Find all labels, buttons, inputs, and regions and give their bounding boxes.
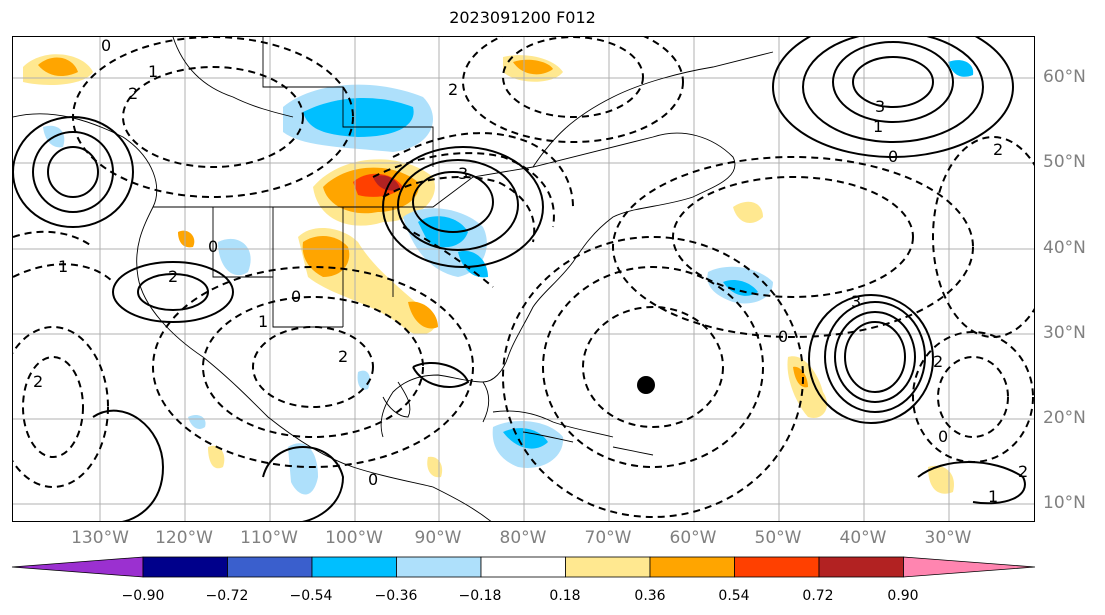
colorbar-segment <box>396 556 482 578</box>
lon-label: 110°W <box>240 528 298 548</box>
contour-label: 2 <box>993 140 1003 159</box>
colorbar-segment <box>480 556 566 578</box>
contour-label: 0 <box>368 470 378 489</box>
contour-label: 1 <box>148 62 158 81</box>
colorbar-segment <box>649 556 735 578</box>
lon-label: 80°W <box>499 528 547 548</box>
map-panel: 0 2 1 3 0 2 1 2 3 0 1 2 0 3 2 1 0 2 3 2 … <box>12 36 1035 522</box>
contour-label: 2 <box>933 352 943 371</box>
contour-label: 1 <box>58 257 68 276</box>
contour-label: 2 <box>128 84 138 103</box>
colorbar-tick-label: −0.90 <box>121 588 165 604</box>
contour-label: 1 <box>258 312 268 331</box>
colorbar-tick-label: 0.54 <box>718 588 750 604</box>
contour-label: 1 <box>988 487 998 506</box>
contour-label: 0 <box>291 287 301 306</box>
contour-label: 0 <box>888 147 898 166</box>
colorbar-tick-label: −0.54 <box>289 588 333 604</box>
contour-label: 2 <box>448 80 458 99</box>
colorbar-segment <box>142 556 228 578</box>
colorbar-tick-label: 0.18 <box>549 588 581 604</box>
contour-label: 1 <box>873 117 883 136</box>
contour-label: 2 <box>33 372 43 391</box>
lon-label: 60°W <box>669 528 717 548</box>
figure-title: 2023091200 F012 <box>449 8 596 27</box>
contour-label: 3 <box>851 292 861 311</box>
lon-label: 40°W <box>839 528 887 548</box>
contour-label: 3 <box>875 97 885 116</box>
contour-label: 0 <box>778 327 788 346</box>
colorbar <box>11 556 1036 578</box>
colorbar-segment <box>565 556 651 578</box>
contour-label: 0 <box>208 237 218 256</box>
coastlines <box>13 37 774 521</box>
lat-label: 60°N <box>1043 67 1086 87</box>
colorbar-segment <box>818 556 904 578</box>
lat-label: 20°N <box>1043 408 1086 428</box>
lat-label: 40°N <box>1043 238 1086 258</box>
colorbar-extend-low <box>11 556 144 578</box>
colorbar-segment <box>227 556 313 578</box>
colorbar-tick-label: −0.18 <box>458 588 502 604</box>
map-svg: 0 2 1 3 0 2 1 2 3 0 1 2 0 3 2 1 0 2 3 2 … <box>13 37 1034 521</box>
colorbar-tick-label: 0.36 <box>634 588 666 604</box>
contour-label: 2 <box>1018 462 1028 481</box>
colorbar-tick-label: 0.72 <box>802 588 834 604</box>
contours-solid <box>13 37 1026 521</box>
lon-label: 50°W <box>754 528 802 548</box>
contour-label: 0 <box>101 37 111 55</box>
contour-label: 0 <box>938 427 948 446</box>
lon-label: 70°W <box>584 528 632 548</box>
contour-label: 2 <box>168 267 178 286</box>
lon-label: 100°W <box>325 528 383 548</box>
colorbar-extend-high <box>903 556 1036 578</box>
colorbar-segment <box>734 556 820 578</box>
contour-labels: 0 2 1 3 0 2 1 2 3 0 1 2 0 3 2 1 0 2 3 2 … <box>33 37 1028 506</box>
contours-dashed <box>13 37 1034 518</box>
lat-label: 50°N <box>1043 152 1086 172</box>
graticule <box>13 37 1034 521</box>
lat-label: 30°N <box>1043 323 1086 343</box>
lat-label: 10°N <box>1043 493 1086 513</box>
contour-label: 2 <box>338 347 348 366</box>
lon-label: 90°W <box>414 528 462 548</box>
colorbar-tick-label: 0.90 <box>887 588 919 604</box>
colorbar-tick-label: −0.72 <box>205 588 249 604</box>
lon-label: 120°W <box>155 528 213 548</box>
colorbar-tick-label: −0.36 <box>374 588 418 604</box>
lon-label: 30°W <box>924 528 972 548</box>
contour-label: 3 <box>458 164 468 183</box>
lon-label: 130°W <box>71 528 129 548</box>
shading-layer <box>23 54 974 495</box>
storm-center-marker <box>637 376 655 394</box>
colorbar-segment <box>311 556 397 578</box>
